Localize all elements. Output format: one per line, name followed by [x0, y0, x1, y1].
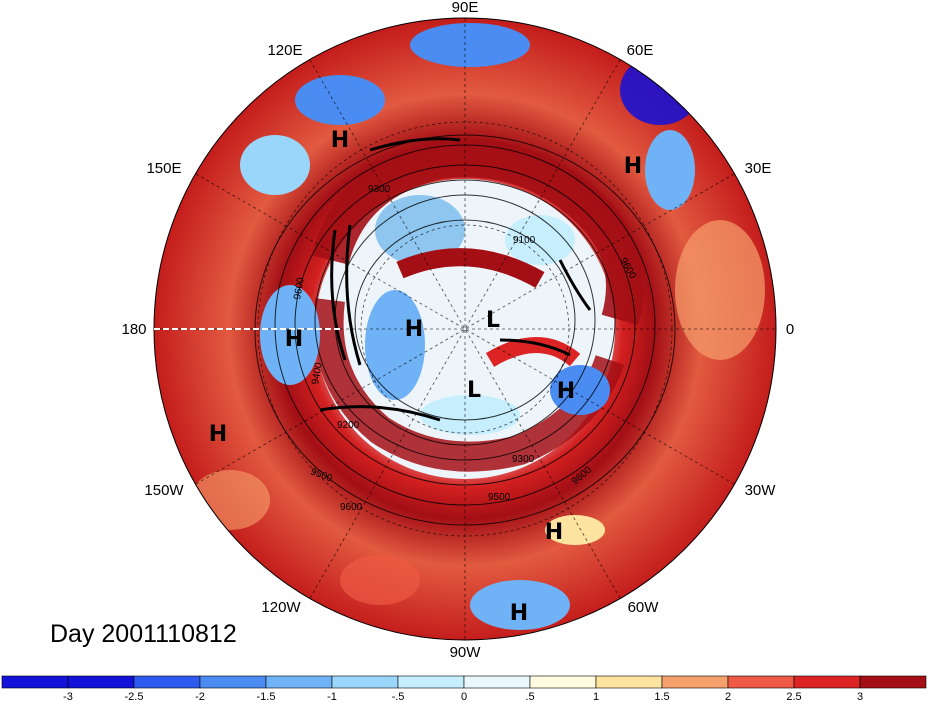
- colorbar-tick-label: -2.5: [125, 691, 144, 702]
- colorbar-swatch: [133, 675, 201, 689]
- colorbar-tick-label: 0: [461, 691, 467, 702]
- pressure-center-h: H: [545, 520, 563, 545]
- pressure-center-l: L: [467, 378, 481, 403]
- pressure-center-h: H: [510, 601, 528, 626]
- contour-label: 9600: [292, 276, 307, 300]
- colorbar-swatch: [859, 675, 927, 689]
- colorbar-tick-label: 3: [857, 691, 863, 702]
- colorbar-tick-label: 1.5: [654, 691, 669, 702]
- pressure-center-l: L: [486, 308, 500, 333]
- colorbar-swatch: [1, 675, 69, 689]
- colorbar-swatch: [67, 675, 135, 689]
- lon-label-180: 180: [121, 321, 146, 338]
- colorbar-swatch: [661, 675, 729, 689]
- lon-label-150w: 150W: [144, 482, 184, 499]
- colorbar-swatch: [595, 675, 663, 689]
- colorbar-tick-label: -.5: [392, 691, 405, 702]
- colorbar-tick-label: -2: [195, 691, 205, 702]
- colorbar-swatch: [727, 675, 795, 689]
- lon-label-60w: 60W: [628, 599, 660, 616]
- contour-label: 9300: [512, 454, 535, 465]
- pressure-center-h: H: [405, 317, 423, 342]
- lon-label-90w: 90W: [450, 644, 482, 661]
- colorbar-tick-label: -3: [63, 691, 73, 702]
- longitude-labels: 90E 60E 30E 0 30W 60W 90W 120W 150W 180 …: [121, 0, 794, 661]
- colorbar-swatch: [199, 675, 267, 689]
- colorbar-swatch: [265, 675, 333, 689]
- contour-label: 9200: [337, 420, 360, 431]
- lon-label-120e: 120E: [267, 42, 302, 59]
- pressure-center-h: H: [209, 422, 227, 447]
- colorbar-swatch: [793, 675, 861, 689]
- lon-label-30w: 30W: [745, 482, 777, 499]
- colorbar-swatch: [529, 675, 597, 689]
- colorbar-tick-label: -1: [327, 691, 337, 702]
- colorbar-swatch: [463, 675, 531, 689]
- pressure-center-h: H: [285, 327, 303, 352]
- contour-label: 9500: [488, 492, 511, 503]
- lon-label-150e: 150E: [146, 160, 181, 177]
- lon-label-90e: 90E: [452, 0, 479, 16]
- colorbar-tick-label: -1.5: [257, 691, 276, 702]
- contour-label: 9300: [368, 184, 391, 195]
- lon-label-30e: 30E: [745, 160, 772, 177]
- colorbar-tick-label: .5: [525, 691, 534, 702]
- colorbar-swatch: [331, 675, 399, 689]
- colorbar: -3 -2.5 -2 -1.5 -1 -.5 0 .5 1 1.5 2 2.5 3: [1, 675, 927, 702]
- pressure-centers: H H H H L L H H H H: [209, 128, 642, 626]
- day-label: Day 2001110812: [50, 620, 237, 648]
- colorbar-tick-label: 2.5: [786, 691, 801, 702]
- pressure-center-h: H: [331, 128, 349, 153]
- pressure-center-h: H: [624, 154, 642, 179]
- lon-label-120w: 120W: [261, 599, 301, 616]
- pressure-center-h: H: [557, 379, 575, 404]
- contour-label: 9400: [310, 361, 325, 385]
- colorbar-tick-label: 2: [725, 691, 731, 702]
- colorbar-tick-label: 1: [593, 691, 599, 702]
- graticule: [154, 18, 776, 640]
- colorbar-swatch: [397, 675, 465, 689]
- lon-label-0: 0: [786, 321, 794, 338]
- contour-label: 9600: [340, 502, 363, 513]
- contour-label: 9100: [513, 235, 536, 246]
- lon-label-60e: 60E: [627, 42, 654, 59]
